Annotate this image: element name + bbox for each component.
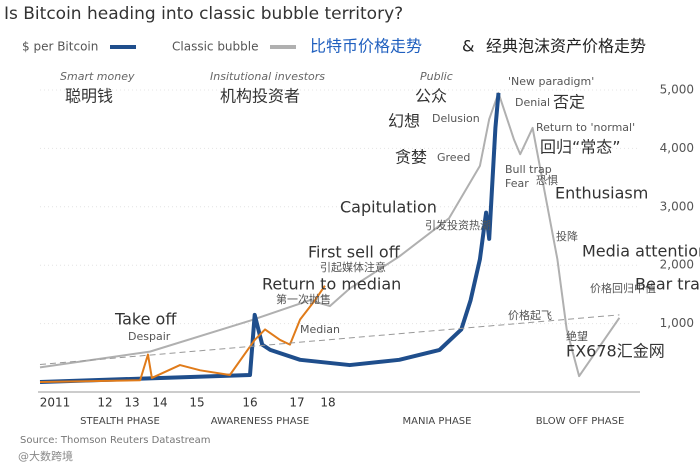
x-tick-label: 12 — [97, 396, 112, 410]
y-tick-label: 1,000 — [660, 316, 694, 330]
annotation: 否定 — [553, 93, 585, 112]
annotation: 公众 — [415, 87, 447, 106]
series-line — [39, 314, 620, 365]
annotation: Fear — [505, 177, 529, 190]
annotation: Media attention — [582, 242, 700, 261]
annotation: Enthusiasm — [555, 184, 648, 203]
legend-cn: 比特币价格走势 — [310, 37, 422, 56]
annotation: 回归“常态” — [540, 138, 621, 157]
x-tick-label: 2011 — [40, 396, 71, 410]
phase-label: BLOW OFF PHASE — [536, 416, 625, 427]
x-tick-label: 13 — [124, 396, 139, 410]
legend-cn: & — [462, 37, 474, 56]
annotation: Bull trap — [505, 163, 552, 176]
y-tick-label: 3,000 — [660, 199, 694, 213]
y-tick-label: 2,000 — [660, 258, 694, 272]
annotation: 引起媒体注意 — [320, 260, 386, 274]
series-line — [39, 285, 326, 383]
annotation: First sell off — [308, 243, 401, 262]
legend-label: Classic bubble — [172, 40, 259, 54]
x-tick-label: 15 — [189, 396, 204, 410]
annotation: 聪明钱 — [65, 87, 113, 106]
annotation: FX678汇金网 — [566, 342, 665, 361]
x-tick-label: 17 — [289, 396, 304, 410]
x-tick-label: 16 — [242, 396, 257, 410]
y-tick-label: 5,000 — [660, 83, 694, 97]
annotation: Despair — [128, 330, 171, 343]
annotation: 引发投资热潮 — [425, 218, 491, 232]
annotation: 第一次抛售 — [276, 292, 331, 306]
x-tick-label: 18 — [320, 396, 335, 410]
legend-cn: 经典泡沫资产价格走势 — [486, 37, 646, 56]
watermark: @大数跨境 — [18, 449, 73, 463]
phase-label: AWARENESS PHASE — [211, 416, 309, 427]
annotation: Capitulation — [340, 198, 437, 217]
annotation: 幻想 — [388, 112, 420, 131]
annotation: 贪婪 — [395, 148, 427, 167]
series-line — [39, 91, 621, 378]
annotation: 恐惧 — [536, 173, 558, 187]
annotation: 'New paradigm' — [508, 75, 594, 88]
annotation: Insitutional investors — [210, 70, 325, 83]
annotation: Return to median — [262, 275, 401, 294]
annotation: Delusion — [432, 112, 480, 125]
y-tick-label: 4,000 — [660, 141, 694, 155]
series-line — [39, 92, 501, 384]
source: Source: Thomson Reuters Datastream — [20, 435, 211, 446]
legend-label: $ per Bitcoin — [22, 40, 98, 54]
phase-label: MANIA PHASE — [403, 416, 472, 427]
annotation: 绝望 — [566, 329, 588, 343]
annotation: Greed — [437, 151, 470, 164]
phase-label: STEALTH PHASE — [80, 416, 160, 427]
annotation: 价格起飞 — [508, 308, 552, 322]
legend: $ per Bitcoin Classic bubble — [22, 40, 296, 54]
annotation: Return to 'normal' — [536, 121, 635, 134]
annotation: 投降 — [556, 229, 578, 243]
annotation: 机构投资者 — [220, 87, 300, 106]
annotation: Public — [420, 70, 453, 83]
annotation: Bear trap — [635, 275, 700, 294]
annotation: 价格回归中值 — [590, 281, 656, 295]
annotation: Denial — [515, 96, 550, 109]
annotation: Take off — [114, 310, 177, 329]
x-tick-label: 14 — [152, 396, 167, 410]
chart-title: Is Bitcoin heading into classic bubble t… — [4, 4, 403, 24]
annotation: Median — [300, 323, 340, 336]
annotation: Smart money — [60, 70, 135, 83]
